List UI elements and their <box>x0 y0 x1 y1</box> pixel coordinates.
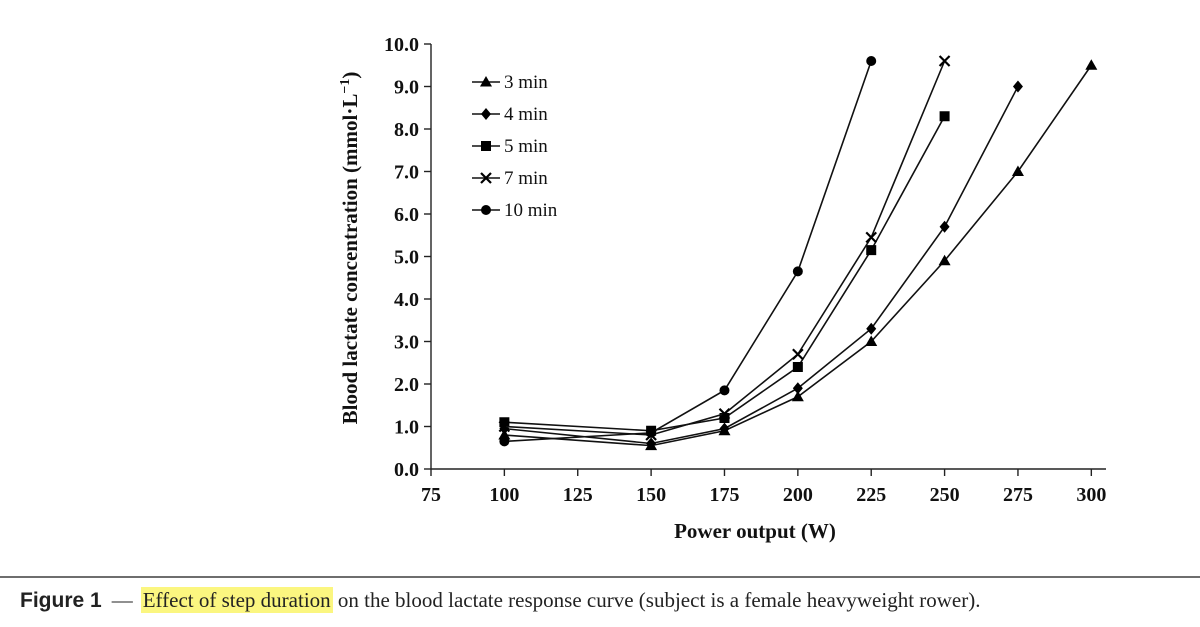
data-point-triangle <box>791 390 804 402</box>
data-point-square <box>939 111 950 122</box>
x-tick-label: 225 <box>856 484 886 506</box>
legend-label: 4 min <box>504 104 548 125</box>
data-point-triangle <box>1011 165 1024 176</box>
x-tick-label: 275 <box>1003 484 1033 506</box>
y-tick-label: 5.0 <box>394 247 419 269</box>
y-tick-label: 4.0 <box>394 289 419 311</box>
data-point-circle <box>499 436 510 447</box>
legend-item-10-min: 10 min <box>472 200 558 221</box>
caption-divider <box>0 576 1200 578</box>
data-point-x <box>498 420 511 433</box>
y-tick-label: 3.0 <box>394 332 419 354</box>
y-tick-label: 7.0 <box>394 162 419 184</box>
x-tick-label: 300 <box>1076 484 1106 506</box>
y-tick-label: 8.0 <box>394 119 419 141</box>
data-point-triangle <box>480 76 492 87</box>
figure-caption: Figure 1 — Effect of step duration on the … <box>20 587 981 613</box>
data-point-diamond <box>719 422 730 435</box>
x-tick-label: 150 <box>636 484 666 506</box>
legend-label: 7 min <box>504 168 548 189</box>
data-point-square <box>866 245 877 256</box>
x-tick-label: 250 <box>930 484 960 506</box>
data-point-square <box>499 417 510 428</box>
data-point-x <box>480 172 492 184</box>
x-tick-label: 100 <box>489 484 519 506</box>
y-tick-label: 2.0 <box>394 374 419 396</box>
legend-label: 3 min <box>504 72 548 93</box>
y-axis-title-superscript: −1 <box>338 79 353 94</box>
data-point-diamond <box>939 220 950 233</box>
data-point-diamond <box>646 437 657 450</box>
data-point-circle <box>481 205 491 215</box>
data-point-x <box>865 231 877 244</box>
x-tick-label: 175 <box>709 484 739 506</box>
data-point-circle <box>866 56 877 66</box>
data-point-square <box>481 141 491 151</box>
data-point-triangle <box>1085 59 1098 70</box>
y-tick-label: 9.0 <box>394 77 419 99</box>
data-point-x <box>792 348 804 361</box>
y-axis-ticks: 0.0 1.0 2.0 3.0 4.0 5.0 6.0 7.0 8.0 9.0 10.0 <box>384 34 431 481</box>
y-tick-label: 0.0 <box>394 459 419 481</box>
x-tick-label: 200 <box>783 484 813 506</box>
caption-dash: — <box>111 588 133 612</box>
legend-item-3-min: 3 min <box>472 72 548 93</box>
data-point-diamond <box>481 108 491 120</box>
series-line-7-min <box>504 60 946 436</box>
y-axis-title: Blood lactate concentration (mmol·L−1) <box>338 72 362 425</box>
x-axis-ticks: 75 100 125 150 175 200 225 250 275 300 <box>421 469 1106 506</box>
data-point-circle <box>646 427 657 438</box>
x-tick-label: 125 <box>563 484 593 506</box>
y-tick-label: 10.0 <box>384 34 419 56</box>
y-axis-title-close: ) <box>338 72 362 79</box>
legend-item-5-min: 5 min <box>472 136 548 157</box>
data-point-diamond <box>1012 80 1023 93</box>
caption-text: on the blood lactate response curve (sub… <box>332 588 981 612</box>
series-line-3-min <box>504 64 1092 447</box>
x-axis-title: Power output (W) <box>674 519 836 543</box>
data-point-square <box>792 362 803 372</box>
data-point-diamond <box>866 322 877 335</box>
y-tick-label: 6.0 <box>394 204 419 226</box>
legend: 3 min 4 min 5 min 7 min 10 min <box>472 72 558 221</box>
series-7-min <box>498 55 951 441</box>
data-point-circle <box>792 266 803 277</box>
data-point-triangle <box>865 335 878 346</box>
data-point-diamond <box>792 382 803 395</box>
caption-highlight: Effect of step duration <box>140 587 333 613</box>
legend-label: 10 min <box>504 200 558 221</box>
legend-item-4-min: 4 min <box>472 104 548 125</box>
series-group <box>498 55 1098 451</box>
data-point-square <box>719 413 730 423</box>
series-line-5-min <box>504 115 946 432</box>
series-10-min <box>499 56 877 447</box>
figure-label: Figure 1 <box>20 589 102 612</box>
data-point-x <box>718 407 731 420</box>
data-point-triangle <box>938 254 951 266</box>
x-tick-label: 75 <box>421 484 441 506</box>
data-point-x <box>938 55 951 67</box>
data-point-circle <box>719 385 730 396</box>
y-tick-label: 1.0 <box>394 417 419 439</box>
y-axis-title-main: Blood lactate concentration (mmol·L <box>338 94 362 425</box>
legend-item-7-min: 7 min <box>472 168 548 189</box>
legend-label: 5 min <box>504 136 548 157</box>
series-line-10-min <box>504 60 872 443</box>
line-chart: 0.0 1.0 2.0 3.0 4.0 5.0 6.0 7.0 8.0 9.0 10.0 75 100… <box>338 34 1106 543</box>
